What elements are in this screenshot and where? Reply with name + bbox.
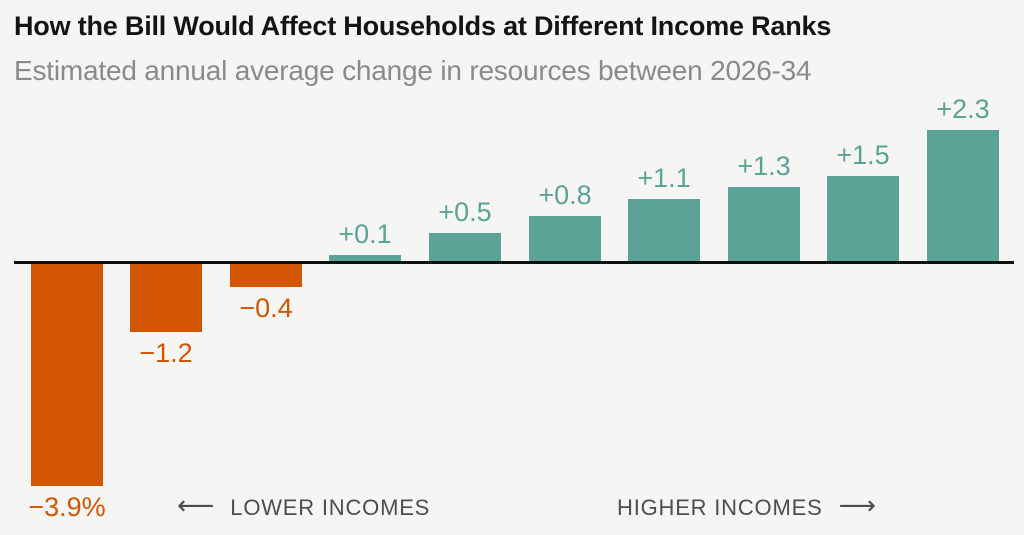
left-arrow-icon: ⟵	[177, 491, 215, 521]
bar-decile-10: +2.3	[927, 96, 999, 261]
bar-decile-1: −3.9%	[28, 264, 106, 521]
bar-value-label: +1.5	[836, 140, 890, 170]
bar-value-label: +0.1	[338, 219, 392, 249]
bar-decile-6: +0.8	[529, 182, 601, 261]
bar-value-label: −1.2	[139, 338, 193, 368]
lower-incomes-label: LOWER INCOMES	[230, 495, 431, 520]
chart-title: How the Bill Would Affect Households at …	[14, 11, 832, 41]
bar-decile-4: +0.1	[329, 221, 401, 261]
bar-decile-7: +1.1	[628, 165, 700, 261]
bar-value-label: −3.9%	[28, 492, 106, 522]
bar-value-label: −0.4	[239, 293, 293, 323]
right-arrow-icon: ⟶	[838, 491, 876, 521]
bar-value-label: +0.8	[538, 180, 592, 210]
chart-subtitle: Estimated annual average change in resou…	[14, 55, 812, 86]
bar-decile-2: −1.2	[130, 264, 202, 367]
bar-value-label: +0.5	[438, 197, 492, 227]
bar-decile-5: +0.5	[429, 199, 501, 261]
bar-decile-9: +1.5	[827, 142, 899, 261]
higher-incomes-label: HIGHER INCOMES	[617, 495, 823, 520]
bar-value-label: +2.3	[936, 94, 990, 124]
lower-incomes-note: ⟵ LOWER INCOMES	[177, 491, 431, 523]
zero-baseline	[14, 261, 1014, 264]
higher-incomes-note: HIGHER INCOMES ⟶	[617, 491, 876, 523]
bar-decile-3: −0.4	[230, 264, 302, 322]
bar-value-label: +1.1	[637, 163, 691, 193]
bar-value-label: +1.3	[737, 151, 791, 181]
bar-decile-8: +1.3	[728, 153, 800, 261]
